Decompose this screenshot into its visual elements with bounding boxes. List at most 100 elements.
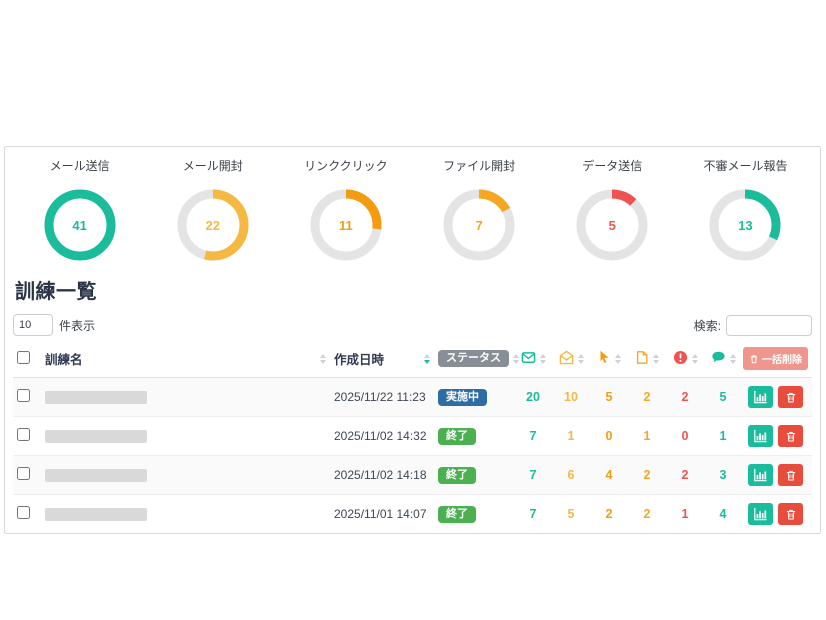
metric-count: 7	[514, 455, 552, 495]
sort-icon	[513, 353, 519, 364]
donut-value: 13	[738, 217, 753, 233]
column-header-mail-sent[interactable]	[514, 342, 552, 378]
metric-count: 2	[628, 377, 666, 417]
metric-count: 2	[666, 455, 704, 495]
donut-label: リンククリック	[304, 159, 388, 173]
status-badge: 終了	[438, 427, 476, 445]
column-header-link-clicked[interactable]	[590, 342, 628, 378]
dashboard-card: メール送信 41 メール開封 22 リンククリック 11 ファイル開封 7 データ送信 5 不審メー…	[4, 146, 821, 534]
status-badge: 実施中	[438, 388, 487, 406]
page-length-label: 件表示	[59, 318, 96, 333]
metric-count: 5	[567, 507, 575, 521]
metric-count: 2	[666, 377, 704, 417]
view-report-button[interactable]	[748, 503, 773, 525]
table-row: 2025/11/01 14:07 終了 7 5 2 2 1 4	[13, 495, 812, 534]
search-label: 検索:	[693, 318, 721, 333]
search-input[interactable]	[726, 314, 812, 336]
donut-chart: 7	[443, 189, 515, 261]
trash-icon	[786, 392, 795, 402]
trash-icon	[750, 354, 758, 363]
metric-count: 2	[605, 507, 613, 521]
view-report-button[interactable]	[748, 464, 773, 486]
row-checkbox[interactable]	[17, 428, 30, 441]
delete-row-button[interactable]	[778, 503, 803, 525]
trash-icon	[786, 509, 795, 519]
column-header-mail-opened[interactable]	[552, 342, 590, 378]
metric-count: 20	[514, 377, 552, 417]
data-sent-icon	[673, 350, 688, 368]
row-checkbox[interactable]	[17, 389, 30, 402]
donut-label: 不審メール報告	[703, 159, 788, 173]
row-checkbox[interactable]	[17, 506, 30, 519]
created-at: 2025/11/02 14:32	[330, 416, 434, 456]
donut-value: 22	[205, 217, 220, 233]
search-control: 検索:	[693, 314, 812, 336]
trash-icon	[786, 470, 795, 480]
donut-chart: 22	[177, 189, 249, 261]
metric-count: 5	[590, 377, 628, 417]
created-at: 2025/11/02 14:18	[330, 455, 434, 495]
table-row: 2025/11/02 14:32 終了 7 1 0 1 0 1	[13, 416, 812, 456]
metric-count: 0	[666, 416, 704, 456]
column-header-status[interactable]: ステータス	[434, 342, 519, 378]
file-opened-icon	[635, 350, 649, 368]
trash-icon	[786, 431, 795, 441]
column-created-label: 作成日時	[334, 353, 385, 367]
training-table: 訓練名 作成日時 ステータス	[13, 342, 812, 533]
donut-chart: 5	[576, 189, 648, 261]
status-badge: 終了	[438, 466, 476, 484]
summary-donut: ファイル開封 7	[413, 153, 546, 261]
row-checkbox[interactable]	[17, 467, 30, 480]
delete-row-button[interactable]	[778, 464, 803, 486]
metric-count: 4	[590, 455, 628, 495]
page-length-input[interactable]	[13, 314, 53, 336]
column-header-created[interactable]: 作成日時	[330, 342, 434, 378]
donut-value: 41	[72, 217, 87, 233]
column-header-file-opened[interactable]	[628, 342, 666, 378]
metric-count: 2	[628, 455, 666, 495]
column-header-name[interactable]: 訓練名	[41, 342, 330, 378]
summary-donut-row: メール送信 41 メール開封 22 リンククリック 11 ファイル開封 7 データ送信 5 不審メー…	[13, 153, 812, 261]
donut-value: 5	[608, 217, 616, 233]
metric-count: 2	[643, 507, 651, 521]
select-all-checkbox[interactable]	[17, 350, 30, 364]
mail-sent-icon	[521, 350, 536, 368]
view-report-button[interactable]	[748, 386, 773, 408]
status-header-badge: ステータス	[438, 350, 509, 367]
donut-chart: 41	[44, 189, 116, 261]
training-name-redacted	[45, 390, 147, 404]
bulk-delete-button[interactable]: 一括削除	[743, 347, 808, 370]
donut-label: データ送信	[582, 159, 643, 173]
summary-donut: メール送信 41	[13, 153, 146, 261]
donut-value: 7	[475, 217, 483, 233]
created-at: 2025/11/22 11:23	[330, 377, 434, 417]
column-header-data-sent[interactable]	[666, 342, 704, 378]
donut-chart: 11	[310, 189, 382, 261]
training-name-redacted	[45, 468, 147, 482]
metric-count: 3	[704, 455, 742, 495]
metric-count: 10	[552, 377, 590, 417]
page-title: 訓練一覧	[15, 281, 97, 303]
sort-icon	[539, 353, 546, 364]
metric-count: 4	[719, 507, 727, 521]
summary-donut: 不審メール報告 13	[679, 153, 812, 261]
column-name-label: 訓練名	[45, 353, 83, 367]
delete-row-button[interactable]	[778, 386, 803, 408]
sort-icon	[729, 353, 736, 364]
training-name-redacted	[45, 507, 147, 521]
donut-label: メール送信	[49, 159, 110, 173]
column-header-reported[interactable]	[704, 342, 742, 378]
sort-icon-active	[424, 353, 430, 364]
summary-donut: メール開封 22	[146, 153, 279, 261]
metric-count: 5	[704, 377, 742, 417]
bar-chart-icon	[754, 507, 767, 521]
metric-count: 7	[529, 507, 537, 521]
donut-label: ファイル開封	[443, 159, 516, 173]
view-report-button[interactable]	[748, 425, 773, 447]
delete-row-button[interactable]	[778, 425, 803, 447]
table-header-row: 訓練名 作成日時 ステータス	[13, 342, 812, 378]
sort-icon	[691, 353, 698, 364]
summary-donut: データ送信 5	[546, 153, 679, 261]
page-length-control: 件表示	[13, 314, 95, 336]
summary-donut: リンククリック 11	[279, 153, 412, 261]
